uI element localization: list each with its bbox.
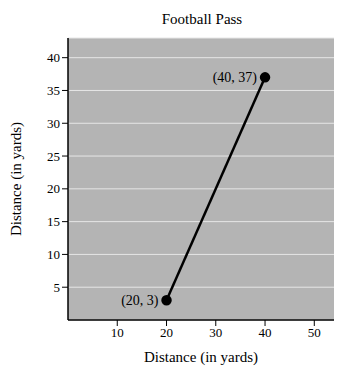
svg-text:(20, 3): (20, 3) [121, 293, 159, 309]
svg-text:(40, 37): (40, 37) [213, 70, 258, 86]
svg-text:10: 10 [111, 325, 124, 340]
svg-text:15: 15 [47, 214, 60, 229]
svg-text:40: 40 [259, 325, 272, 340]
svg-text:40: 40 [47, 50, 60, 65]
svg-text:25: 25 [47, 149, 60, 164]
svg-text:30: 30 [209, 325, 222, 340]
svg-text:5: 5 [54, 280, 61, 295]
svg-text:20: 20 [47, 181, 60, 196]
html-text:Football Pass: Football Pass [161, 11, 243, 27]
svg-text:20: 20 [160, 325, 173, 340]
svg-text:Distance (in yards): Distance (in yards) [8, 122, 25, 236]
svg-text:10: 10 [47, 247, 60, 262]
svg-text:50: 50 [308, 325, 321, 340]
svg-text:30: 30 [47, 116, 60, 131]
svg-text:35: 35 [47, 83, 60, 98]
svg-text:Distance (in yards): Distance (in yards) [144, 349, 258, 366]
